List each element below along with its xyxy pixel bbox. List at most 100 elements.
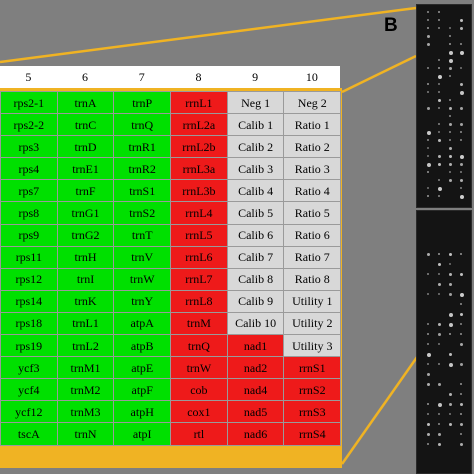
array-spot bbox=[449, 179, 452, 182]
array-spot bbox=[449, 51, 453, 55]
array-spot bbox=[449, 423, 452, 426]
grid-cell: trnW bbox=[170, 356, 228, 380]
array-spot bbox=[460, 19, 463, 22]
grid-cell: atpB bbox=[113, 334, 172, 358]
grid-cell: rtl bbox=[170, 422, 228, 446]
grid-cell: trnS1 bbox=[113, 179, 172, 203]
array-spot bbox=[438, 293, 440, 295]
array-spot bbox=[460, 333, 462, 335]
array-spot bbox=[449, 123, 452, 126]
array-spot bbox=[460, 343, 463, 346]
grid-cell: trnD bbox=[56, 135, 115, 159]
array-spot bbox=[460, 403, 463, 406]
table-row: rps4 trnE1 trnR2 rrnL3a Calib 3 Ratio 3 bbox=[0, 157, 342, 181]
array-spot bbox=[449, 413, 451, 415]
column-header-9: 9 bbox=[252, 70, 259, 84]
grid-cell: Ratio 6 bbox=[283, 223, 342, 247]
table-row: ycf3 trnM1 atpE trnW nad2 rrnS1 bbox=[0, 356, 342, 380]
grid-cell: trnM3 bbox=[56, 400, 115, 424]
grid-cell: trnQ bbox=[170, 334, 228, 358]
grid-cell: rrnL3b bbox=[170, 179, 228, 203]
array-spot bbox=[449, 363, 453, 367]
grid-cell: rrnL2b bbox=[170, 135, 228, 159]
array-spot bbox=[449, 115, 451, 117]
grid-cell: nad5 bbox=[226, 400, 285, 424]
array-spot bbox=[427, 91, 429, 93]
array-image-bottom-dots bbox=[413, 249, 471, 473]
array-spot bbox=[460, 171, 462, 173]
array-spot bbox=[449, 67, 452, 70]
array-spot bbox=[460, 179, 463, 182]
array-spot bbox=[427, 433, 430, 436]
array-spot bbox=[427, 187, 429, 189]
array-image-top bbox=[416, 4, 472, 208]
grid-cell: Calib 4 bbox=[226, 179, 285, 203]
column-header-8: 8 bbox=[195, 70, 202, 84]
grid-cell: rps12 bbox=[0, 267, 58, 291]
grid-cell: Ratio 2 bbox=[283, 135, 342, 159]
grid-cell: Calib 10 bbox=[226, 311, 285, 336]
array-spot bbox=[449, 273, 452, 276]
array-spot bbox=[427, 43, 430, 46]
array-spot bbox=[460, 67, 462, 69]
table-row: rps19 trnL2 atpB trnQ nad1 Utility 3 bbox=[0, 334, 342, 358]
grid-cell: nad1 bbox=[226, 334, 285, 358]
array-spot bbox=[460, 139, 462, 141]
grid-cell: trnR1 bbox=[113, 135, 172, 159]
grid-cell: Ratio 5 bbox=[283, 201, 342, 225]
array-spot bbox=[449, 313, 453, 317]
array-spot bbox=[427, 273, 429, 275]
grid-cell: trnR2 bbox=[113, 157, 172, 181]
array-spot bbox=[427, 11, 429, 13]
array-spot bbox=[460, 253, 462, 255]
grid-cell: trnG1 bbox=[56, 201, 115, 225]
array-spot bbox=[427, 195, 429, 197]
array-spot bbox=[460, 51, 464, 55]
grid-cell: rrnL5 bbox=[170, 223, 228, 247]
array-spot bbox=[438, 187, 442, 191]
array-spot bbox=[449, 403, 452, 406]
array-spot bbox=[460, 323, 462, 325]
table-row: ycf4 trnM2 atpF cob nad4 rrnS2 bbox=[0, 378, 342, 402]
grid-cell: rps8 bbox=[0, 201, 58, 225]
grid-cell: trnN bbox=[56, 422, 115, 446]
array-spot bbox=[438, 179, 440, 181]
array-spot bbox=[427, 353, 431, 357]
array-spot bbox=[427, 67, 429, 69]
column-header-7: 7 bbox=[138, 70, 145, 84]
table-row: rps12 trnI trnW rrnL7 Calib 8 Ratio 8 bbox=[0, 267, 342, 291]
array-spot bbox=[427, 83, 429, 85]
array-spot bbox=[438, 383, 441, 386]
array-spot bbox=[438, 273, 440, 275]
grid-cell: rrnS1 bbox=[283, 356, 342, 380]
array-spot bbox=[438, 413, 440, 415]
array-spot bbox=[438, 123, 440, 125]
array-spot bbox=[438, 403, 442, 407]
grid-cell: Ratio 3 bbox=[283, 157, 342, 181]
array-spot bbox=[438, 67, 440, 69]
grid-cell: tscA bbox=[0, 422, 58, 446]
array-spot bbox=[449, 333, 451, 335]
array-spot bbox=[460, 195, 464, 199]
array-spot bbox=[460, 313, 463, 316]
array-spot bbox=[438, 75, 442, 79]
array-spot bbox=[438, 139, 441, 142]
array-spot bbox=[438, 59, 440, 61]
array-spot bbox=[460, 27, 463, 30]
grid-cell: Calib 6 bbox=[226, 223, 285, 247]
grid-cell: Calib 7 bbox=[226, 245, 285, 269]
array-spot bbox=[460, 273, 463, 276]
grid-cell: rrnL4 bbox=[170, 201, 228, 225]
array-spot bbox=[438, 91, 440, 93]
array-spot bbox=[460, 43, 462, 45]
array-spot bbox=[449, 393, 452, 396]
grid-cell: Ratio 7 bbox=[283, 245, 342, 269]
microarray-layout-grid: rps2-1 trnA trnP rrnL1 Neg 1 Neg 2 rps2-2 trnC t… bbox=[0, 88, 342, 468]
grid-cell: rps3 bbox=[0, 135, 58, 159]
array-spot bbox=[449, 131, 451, 133]
array-spot bbox=[449, 139, 451, 141]
array-spot bbox=[427, 131, 431, 135]
array-spot bbox=[449, 253, 452, 256]
array-spot bbox=[438, 99, 441, 102]
array-spot bbox=[438, 11, 440, 13]
